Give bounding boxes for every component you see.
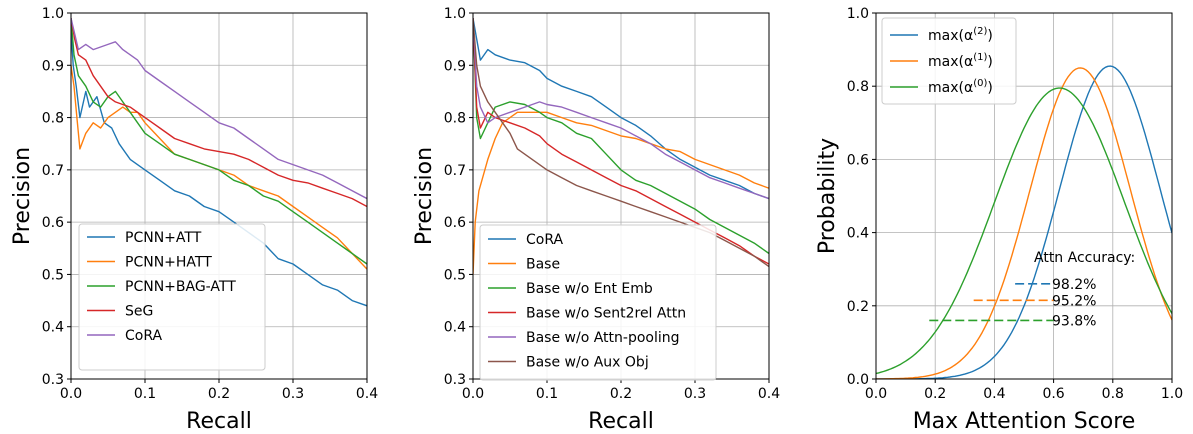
y-tick-label: 0.7 — [444, 163, 466, 179]
y-tick-label: 0.6 — [42, 215, 64, 231]
legend-label-1: CoRA — [526, 232, 564, 248]
series-line-3 — [71, 18, 367, 265]
x-tick-label: 0.2 — [610, 386, 632, 402]
x-tick-label: 0.0 — [462, 386, 484, 402]
y-tick-label: 0.0 — [847, 372, 869, 388]
legend-label-2: max(α(1)) — [928, 52, 993, 70]
y-tick-label: 0.8 — [444, 111, 466, 127]
legend-label-2: PCNN+HATT — [125, 255, 212, 271]
chart-panel-2: 0.0 0.1 0.2 0.3 0.4 0.3 0.4 0.5 0.6 0.7 0.8 0.9 1.0 R… — [412, 6, 780, 434]
annotation-title: Attn Accuracy: — [1034, 250, 1135, 266]
legend-label-2: Base — [526, 257, 560, 273]
axes-frame — [70, 12, 368, 380]
x-tick-label: 0.4 — [356, 386, 378, 402]
y-tick-label: 0.4 — [42, 320, 64, 336]
y-axis-label: Precision — [10, 147, 35, 245]
x-tick-label: 0.6 — [1042, 386, 1064, 402]
legend-box — [881, 17, 1017, 105]
series-line-5 — [71, 18, 367, 200]
legend-label-4: SeG — [125, 304, 153, 320]
y-tick-label: 1.0 — [42, 6, 64, 22]
annotation-value-2: 95.2% — [1052, 293, 1096, 309]
annotation-value-3: 93.8% — [1052, 313, 1096, 329]
series-line-1 — [473, 18, 769, 200]
series-group — [876, 65, 1172, 379]
legend: max(α(2)) max(α(1)) max(α(0)) — [881, 17, 1017, 105]
legend: PCNN+ATT PCNN+HATT PCNN+BAG-ATT SeG CoRA — [78, 223, 266, 371]
legend-label-3: Base w/o Ent Emb — [526, 281, 653, 297]
series-line-1 — [71, 28, 367, 307]
x-tick-label: 0.2 — [208, 386, 230, 402]
y-tick-label: 0.3 — [42, 372, 64, 388]
y-tick-label: 0.7 — [42, 163, 64, 179]
x-tick-label: 0.8 — [1102, 386, 1124, 402]
y-tick-label: 0.5 — [42, 267, 64, 283]
series-line-3 — [876, 87, 1172, 375]
annotation-value-1: 98.2% — [1052, 277, 1096, 293]
y-tick-label: 0.3 — [444, 372, 466, 388]
y-tick-label: 0.8 — [847, 79, 869, 95]
series-line-1 — [876, 65, 1172, 379]
y-axis-label: Precision — [412, 147, 437, 245]
y-axis-label: Probability — [815, 138, 840, 254]
y-tick-label: 0.6 — [847, 152, 869, 168]
x-tick-label: 0.3 — [684, 386, 706, 402]
series-line-2 — [876, 67, 1172, 379]
y-tick-label: 0.6 — [444, 215, 466, 231]
legend-label-1: PCNN+ATT — [125, 230, 202, 246]
y-tick-label: 0.4 — [847, 226, 869, 242]
series-line-4 — [71, 18, 367, 208]
y-tick-label: 0.9 — [444, 58, 466, 74]
y-tick-label: 0.4 — [444, 320, 466, 336]
chart-panel-3: 0.0 0.2 0.4 0.6 0.8 1.0 0.0 0.2 0.4 0.6 0.8 1.0 Attn… — [815, 6, 1183, 434]
x-axis-label: Recall — [186, 409, 252, 434]
y-tick-label: 0.9 — [42, 58, 64, 74]
y-tick-label: 0.8 — [42, 111, 64, 127]
x-tick-label: 0.1 — [536, 386, 558, 402]
legend-label-3: max(α(0)) — [928, 78, 993, 96]
series-line-5 — [473, 18, 769, 200]
series-group — [71, 18, 367, 307]
x-tick-label: 0.3 — [282, 386, 304, 402]
legend-label-4: Base w/o Sent2rel Attn — [526, 306, 686, 322]
chart-panel-1: 0.0 0.1 0.2 0.3 0.4 0.3 0.4 0.5 0.6 0.7 0.8 0.9 1.0 R… — [10, 6, 378, 434]
x-tick-label: 0.4 — [983, 386, 1005, 402]
x-tick-label: 0.0 — [865, 386, 887, 402]
x-tick-label: 0.2 — [924, 386, 946, 402]
legend-label-5: Base w/o Attn-pooling — [526, 330, 680, 346]
legend: CoRA Base Base w/o Ent Emb Base w/o Sent2re… — [479, 224, 717, 381]
x-tick-label: 0.4 — [758, 386, 780, 402]
legend-label-5: CoRA — [125, 328, 163, 344]
legend-label-1: max(α(2)) — [928, 26, 993, 44]
y-tick-label: 1.0 — [847, 6, 869, 22]
axes-frame — [875, 12, 1173, 380]
y-tick-label: 0.5 — [444, 267, 466, 283]
x-tick-label: 1.0 — [1161, 386, 1183, 402]
x-axis-label: Max Attention Score — [913, 409, 1136, 434]
attn-accuracy-annotation: Attn Accuracy: 98.2%95.2% 93.8% — [929, 250, 1135, 329]
y-tick-label: 1.0 — [444, 6, 466, 22]
legend-label-3: PCNN+BAG-ATT — [125, 279, 236, 295]
series-line-2 — [473, 111, 769, 275]
series-line-2 — [71, 65, 367, 270]
legend-box — [78, 223, 266, 371]
x-tick-label: 0.1 — [134, 386, 156, 402]
x-axis-label: Recall — [588, 409, 654, 434]
legend-label-6: Base w/o Aux Obj — [526, 355, 649, 371]
legend-box — [479, 224, 717, 381]
y-tick-label: 0.2 — [847, 299, 869, 315]
x-tick-label: 0.0 — [60, 386, 82, 402]
